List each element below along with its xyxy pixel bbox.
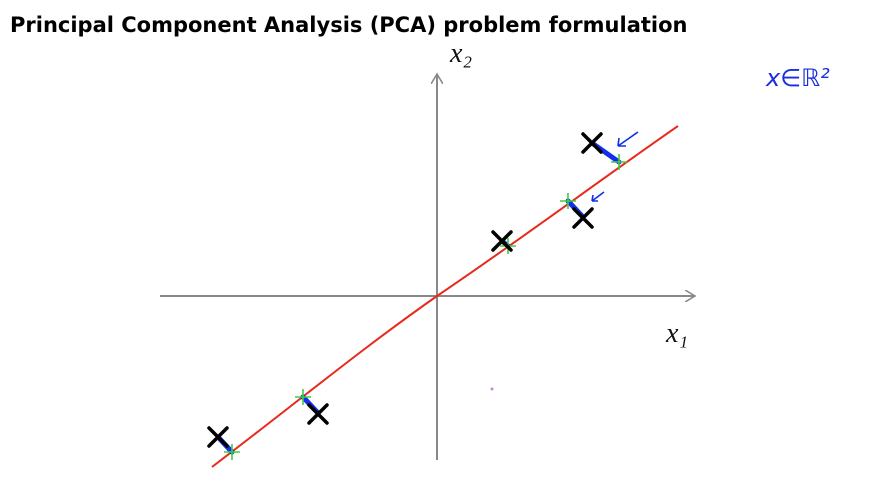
data-points <box>207 132 603 448</box>
projection-errors <box>215 140 622 455</box>
slide-title: Principal Component Analysis (PCA) probl… <box>10 13 687 37</box>
annotation: x∈ℝ² <box>765 64 830 92</box>
pointer-arrows <box>591 131 639 202</box>
stray-dot <box>490 387 494 391</box>
projection-line <box>211 125 679 468</box>
x-axis-label: x₁ <box>665 318 688 349</box>
y-axis-label: x₂ <box>449 38 472 69</box>
